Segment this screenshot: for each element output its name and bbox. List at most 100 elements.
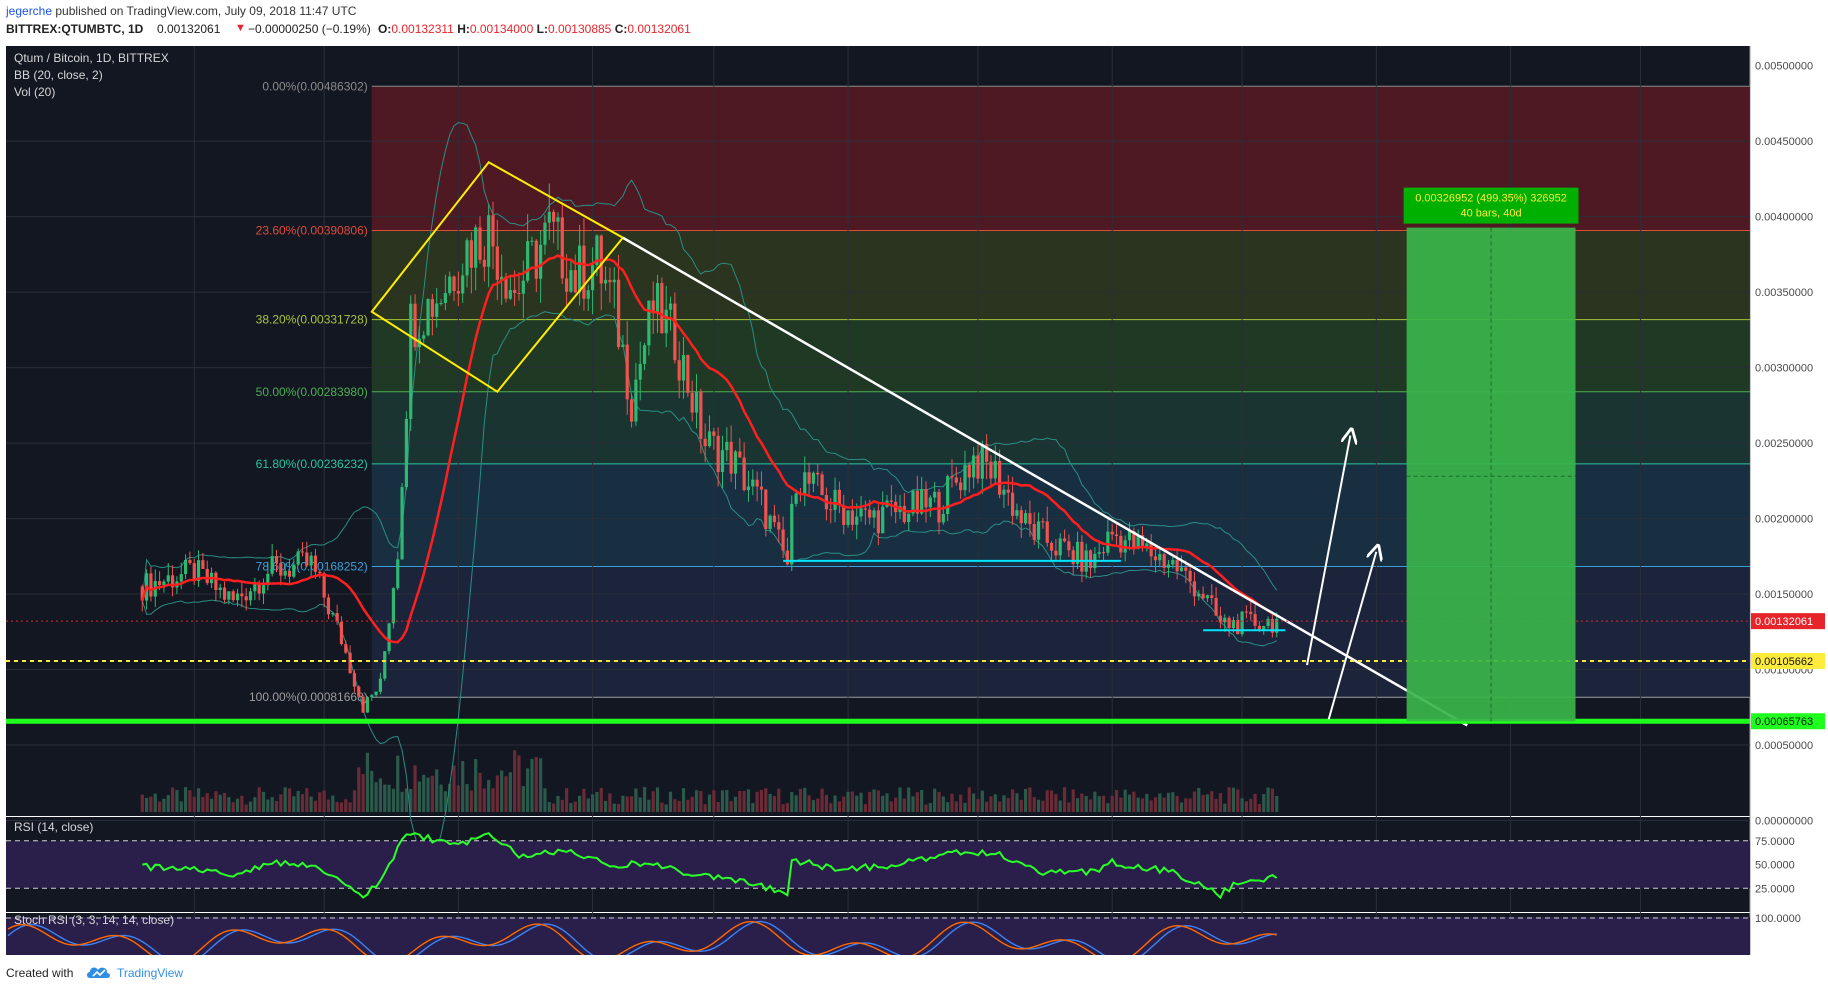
candle-body bbox=[287, 570, 292, 577]
candle-body bbox=[937, 491, 941, 523]
volume-bar bbox=[556, 795, 560, 812]
volume-bar bbox=[344, 799, 348, 812]
volume-bar bbox=[772, 796, 777, 812]
volume-bar bbox=[850, 791, 854, 812]
volume-bar bbox=[417, 781, 421, 812]
candle-body bbox=[552, 211, 556, 222]
volume-bar bbox=[1162, 797, 1166, 812]
volume-bar bbox=[357, 767, 361, 812]
volume-bar bbox=[530, 758, 534, 812]
volume-bar bbox=[495, 775, 499, 812]
volume-bar bbox=[331, 795, 335, 812]
volume-bar bbox=[1175, 795, 1179, 812]
volume-bar bbox=[1114, 789, 1119, 812]
volume-bar bbox=[907, 787, 911, 812]
volume-bar bbox=[521, 786, 525, 812]
candle-body bbox=[1071, 550, 1075, 564]
candle-body bbox=[214, 572, 218, 591]
volume-bar bbox=[664, 804, 668, 812]
candle-body bbox=[1205, 595, 1210, 599]
volume-bar bbox=[283, 787, 287, 812]
volume-bar bbox=[954, 801, 958, 812]
chart-canvas[interactable]: 0.00%(0.00486302) 23.60%(0.00390806) 38.20… bbox=[0, 40, 1828, 955]
volume-bar bbox=[1093, 791, 1097, 812]
candle-body bbox=[1275, 618, 1279, 633]
price-axis-bg bbox=[1750, 46, 1828, 955]
candle-body bbox=[1088, 550, 1093, 569]
rsi-label[interactable]: RSI (14, close) bbox=[14, 820, 94, 834]
candle-body bbox=[500, 276, 504, 280]
volume-bar bbox=[985, 801, 989, 812]
candle-body bbox=[218, 587, 222, 591]
candle-body bbox=[993, 461, 997, 479]
candle-body bbox=[1049, 542, 1054, 551]
candle-body bbox=[543, 222, 547, 245]
legend-bb[interactable]: BB (20, close, 2) bbox=[14, 68, 103, 82]
volume-bar bbox=[300, 794, 305, 812]
volume-bar bbox=[209, 798, 214, 812]
volume-bar bbox=[1132, 791, 1136, 812]
stoch-rsi-label[interactable]: Stoch RSI (3, 3, 14, 14, close) bbox=[14, 913, 175, 927]
y-tick-label: 0.00250000 bbox=[1755, 438, 1813, 450]
candle-body bbox=[521, 280, 525, 294]
volume-bar bbox=[391, 788, 396, 812]
volume-bar bbox=[1197, 788, 1201, 812]
volume-bar bbox=[1032, 797, 1036, 812]
candle-body bbox=[422, 335, 426, 339]
volume-bar bbox=[837, 801, 841, 812]
volume-bar bbox=[1140, 798, 1145, 812]
legend-title[interactable]: Qtum / Bitcoin, 1D, BITTREX bbox=[14, 51, 169, 65]
volume-bar bbox=[1106, 803, 1110, 812]
candle-body bbox=[378, 678, 383, 692]
candle-body bbox=[933, 491, 937, 498]
volume-bar bbox=[378, 778, 383, 812]
candle-body bbox=[1197, 593, 1201, 597]
volume-bar bbox=[214, 791, 218, 812]
volume-bar bbox=[227, 797, 231, 812]
volume-bar bbox=[902, 798, 906, 812]
candle-body bbox=[664, 309, 668, 334]
volume-bar bbox=[175, 790, 179, 812]
candle-body bbox=[980, 443, 984, 479]
legend-vol[interactable]: Vol (20) bbox=[14, 85, 56, 99]
candle-body bbox=[339, 621, 344, 645]
volume-bar bbox=[673, 799, 677, 812]
volume-bar bbox=[1214, 798, 1218, 812]
candle-body bbox=[188, 559, 192, 564]
volume-bar bbox=[681, 788, 686, 812]
volume-bar bbox=[1002, 795, 1006, 812]
candle-body bbox=[751, 479, 755, 487]
volume-bar bbox=[920, 790, 924, 812]
candle-body bbox=[413, 303, 417, 348]
volume-bar bbox=[1275, 795, 1279, 812]
tradingview-brand[interactable]: TradingView bbox=[117, 966, 184, 980]
author-link[interactable]: jegerche bbox=[6, 4, 53, 18]
volume-bar bbox=[1075, 798, 1080, 812]
candle-body bbox=[517, 293, 521, 295]
volume-bar bbox=[140, 794, 144, 812]
candle-body bbox=[850, 510, 854, 525]
volume-bar bbox=[157, 801, 162, 812]
candle-body bbox=[235, 593, 240, 601]
candle-body bbox=[660, 283, 664, 334]
candle-body bbox=[1106, 531, 1110, 553]
candle-body bbox=[504, 276, 508, 299]
tradingview-cloud-icon bbox=[87, 967, 110, 978]
volume-bar bbox=[1080, 793, 1084, 812]
candle-body bbox=[941, 513, 945, 523]
volume-bar bbox=[387, 784, 391, 812]
candle-body bbox=[837, 489, 841, 506]
volume-bar bbox=[655, 787, 660, 812]
candle-body bbox=[759, 486, 764, 490]
volume-bar bbox=[703, 804, 707, 812]
candle-body bbox=[240, 593, 244, 597]
volume-bar bbox=[868, 791, 872, 812]
volume-bar bbox=[898, 787, 902, 812]
candle-body bbox=[495, 246, 499, 280]
volume-bar bbox=[500, 770, 504, 812]
stoch-pane bbox=[6, 917, 1750, 955]
candle-body bbox=[365, 697, 370, 713]
volume-bar bbox=[859, 792, 863, 812]
candle-body bbox=[157, 581, 162, 586]
volume-bar bbox=[504, 776, 508, 812]
